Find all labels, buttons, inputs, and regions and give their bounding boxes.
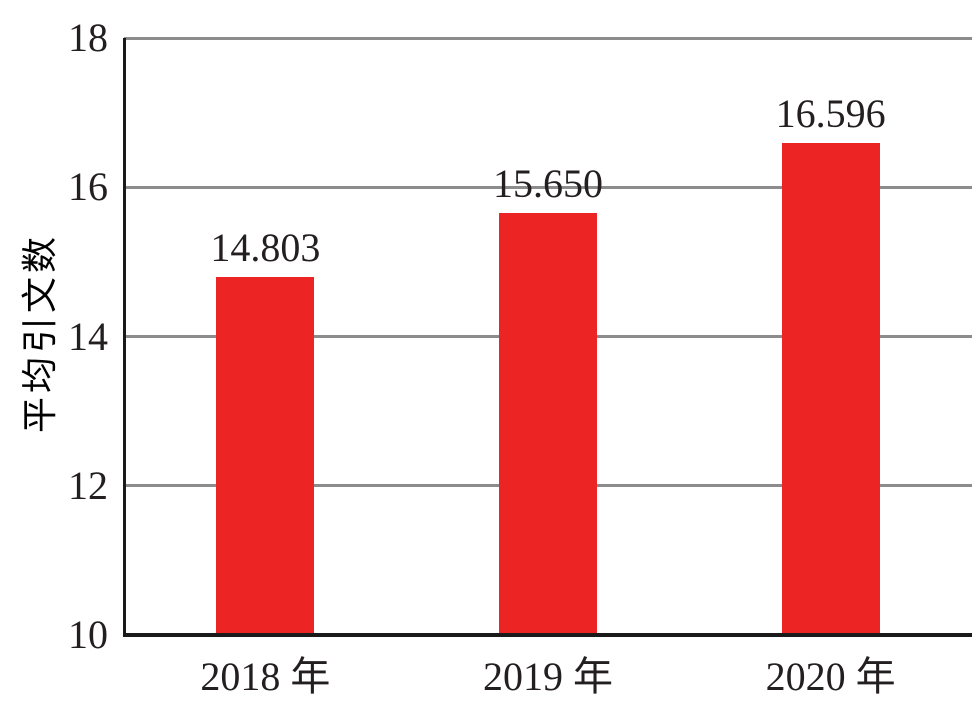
bar-2020 年	[781, 142, 880, 635]
bar-value-label-0: 14.803	[210, 224, 321, 270]
x-tick-label-0: 2018 年	[200, 654, 331, 699]
y-tick-label-14: 14	[68, 313, 108, 359]
y-tick-label-12: 12	[68, 462, 108, 508]
bar-2019 年	[499, 213, 597, 635]
y-tick-label-16: 16	[68, 164, 108, 210]
y-tick-label-18: 18	[68, 15, 108, 60]
x-tick-label-2: 2020 年	[765, 654, 896, 699]
gridline-y-16	[124, 185, 972, 189]
bar-value-label-2: 16.596	[775, 90, 886, 136]
gridline-y-18	[124, 36, 972, 40]
x-tick-label-1: 2019 年	[483, 654, 613, 699]
bar-value-label-1: 15.650	[493, 161, 603, 207]
bar-2018 年	[216, 276, 315, 635]
y-axis-line	[122, 38, 126, 637]
x-axis-line	[122, 633, 972, 637]
y-tick-label-10: 10	[68, 612, 108, 657]
